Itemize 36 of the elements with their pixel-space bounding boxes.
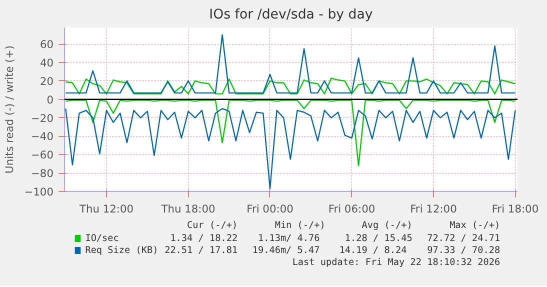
x-tick-label: Thu 12:00 bbox=[78, 202, 134, 216]
line-series bbox=[65, 34, 516, 94]
text: 72.72 / 24.71 bbox=[427, 233, 500, 244]
line-series bbox=[65, 108, 516, 190]
y-tick-label: 60 bbox=[40, 38, 54, 52]
x-tick-label: Fri 00:00 bbox=[246, 202, 294, 216]
text: 1.34 / 18.22 bbox=[170, 233, 238, 244]
text: Cur (-/+) bbox=[187, 220, 238, 231]
legend-label: IO/sec bbox=[85, 233, 119, 244]
x-tick-label: Fri 18:00 bbox=[492, 202, 539, 216]
y-tick-label: 0 bbox=[46, 93, 54, 106]
text: Last update: Fri May 22 18:10:32 2026 bbox=[292, 257, 500, 268]
y-axis-title: Units read (-) / write (+) bbox=[3, 46, 16, 174]
chart-title: IOs for /dev/sda - by day bbox=[209, 8, 373, 22]
text: 22.51 / 17.81 bbox=[164, 245, 238, 256]
y-tick-label: −60 bbox=[31, 148, 54, 162]
y-tick-label: 20 bbox=[40, 74, 54, 88]
text: Avg (-/+) bbox=[362, 220, 412, 231]
text: 14.19 / 8.24 bbox=[339, 245, 408, 256]
y-tick-label: −40 bbox=[31, 130, 54, 144]
legend-label: Req Size (KB) bbox=[85, 245, 158, 256]
y-tick-label: −20 bbox=[31, 112, 54, 125]
line-series bbox=[65, 100, 516, 166]
text: 19.46m/ 5.47 bbox=[252, 245, 320, 256]
text: 1.13m/ 4.76 bbox=[258, 233, 320, 244]
text: Min (-/+) bbox=[274, 220, 326, 231]
x-tick-label: Thu 18:00 bbox=[160, 202, 216, 216]
x-tick-label: Fri 06:00 bbox=[328, 202, 376, 216]
line-series bbox=[65, 78, 516, 94]
text: Max (-/+) bbox=[450, 220, 500, 231]
text: 1.28 / 15.45 bbox=[344, 233, 412, 244]
y-tick-label: 40 bbox=[40, 56, 54, 70]
y-tick-label: −80 bbox=[31, 167, 54, 180]
x-tick-label: Fri 12:00 bbox=[410, 202, 458, 216]
text: 97.33 / 70.28 bbox=[427, 245, 500, 256]
y-tick-label: −100 bbox=[24, 186, 54, 198]
